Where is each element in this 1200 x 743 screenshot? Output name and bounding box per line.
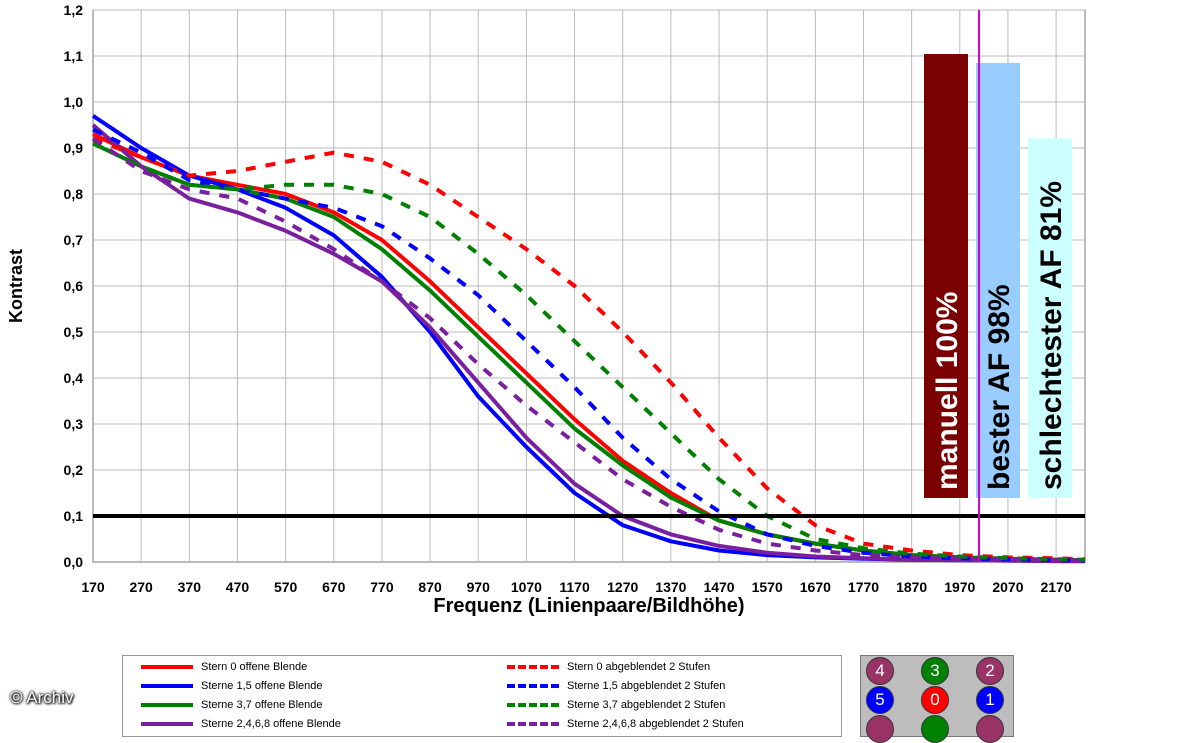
star-marker <box>921 715 949 743</box>
y-tick-label: 0,8 <box>64 186 84 202</box>
series-line <box>92 127 1086 563</box>
legend-swatch <box>141 703 193 707</box>
legend-swatch <box>507 722 559 726</box>
annotation-bar <box>976 62 1020 498</box>
legend-item: Sterne 1,5 offene Blende <box>141 677 323 695</box>
y-tick-label: 1,1 <box>64 48 84 64</box>
x-axis-ticks: 170 270 370 470 570 670 770 870 970 1070 1170 1270 1… <box>81 579 1072 595</box>
reference-lines <box>93 10 1085 562</box>
star-marker: 4 <box>866 657 894 685</box>
legend-item: Sterne 1,5 abgeblendet 2 Stufen <box>507 677 725 695</box>
x-tick-label: 1370 <box>655 579 686 595</box>
legend-swatch <box>507 684 559 688</box>
x-tick-label: 1870 <box>896 579 927 595</box>
y-tick-label: 0,4 <box>64 370 84 386</box>
x-tick-label: 1070 <box>511 579 542 595</box>
x-tick-label: 570 <box>274 579 298 595</box>
legend-label: Sterne 1,5 abgeblendet 2 Stufen <box>567 680 726 692</box>
x-tick-label: 170 <box>81 579 105 595</box>
y-tick-label: 0,7 <box>64 232 84 248</box>
annotation-bar <box>1028 138 1072 499</box>
x-tick-label: 2170 <box>1041 579 1072 595</box>
legend-swatch <box>507 703 559 707</box>
y-axis-label: Kontrast <box>6 249 26 323</box>
y-tick-label: 0,1 <box>64 508 84 524</box>
legend-swatch <box>141 722 193 726</box>
x-tick-label: 1670 <box>800 579 831 595</box>
contrast-frequency-chart: manuell 100% bester AF 98% schlechtester A… <box>6 2 1086 617</box>
star-marker: 1 <box>976 686 1004 714</box>
x-tick-label: 1970 <box>944 579 975 595</box>
x-tick-label: 1570 <box>752 579 783 595</box>
star-marker: 0 <box>921 686 949 714</box>
x-tick-label: 270 <box>129 579 153 595</box>
image-credit: © Archiv <box>10 688 74 707</box>
legend-swatch <box>141 665 193 669</box>
series-line <box>91 137 1086 563</box>
x-tick-label: 870 <box>418 579 442 595</box>
y-tick-label: 1,2 <box>64 2 84 18</box>
legend-swatch <box>141 684 193 688</box>
legend-item: Sterne 2,4,6,8 offene Blende <box>141 715 341 733</box>
star-marker: 2 <box>976 657 1004 685</box>
x-tick-label: 470 <box>226 579 250 595</box>
annotation-bar-label: manuell 100% <box>931 292 964 490</box>
star-marker <box>976 715 1004 743</box>
y-tick-label: 0,6 <box>64 278 84 294</box>
annotation-bar-label: schlechtester AF 81% <box>1035 181 1068 490</box>
y-tick-label: 0,9 <box>64 140 84 156</box>
legend-label: Stern 0 offene Blende <box>201 661 308 673</box>
legend-swatch <box>507 665 559 669</box>
star-marker <box>866 715 894 743</box>
legend-label: Sterne 1,5 offene Blende <box>201 680 323 692</box>
y-tick-label: 0,3 <box>64 416 84 432</box>
legend-item: Sterne 3,7 offene Blende <box>141 696 323 714</box>
annotation-bar <box>924 54 968 498</box>
y-tick-label: 1,0 <box>64 94 84 110</box>
x-tick-label: 770 <box>370 579 394 595</box>
series-line <box>92 136 1086 562</box>
star-marker: 5 <box>866 686 894 714</box>
y-tick-label: 0,2 <box>64 462 84 478</box>
legend-item: Sterne 3,7 abgeblendet 2 Stufen <box>507 696 725 714</box>
x-tick-label: 370 <box>178 579 202 595</box>
series-lines <box>91 114 1086 564</box>
x-axis-label: Frequenz (Linienpaare/Bildhöhe) <box>433 595 744 617</box>
x-tick-label: 670 <box>322 579 346 595</box>
legend-label: Stern 0 abgeblendet 2 Stufen <box>567 661 711 673</box>
y-axis-ticks: 0,0 0,1 0,2 0,3 0,4 0,5 0,6 0,7 0,8 0,9 1,0 1,1 1,2 <box>64 2 84 570</box>
x-tick-label: 1170 <box>559 579 590 595</box>
y-tick-label: 0,0 <box>64 554 84 570</box>
x-tick-label: 1270 <box>607 579 638 595</box>
x-tick-label: 1770 <box>848 579 879 595</box>
legend-label: Sterne 3,7 offene Blende <box>201 699 323 711</box>
y-tick-label: 0,5 <box>64 324 84 340</box>
legend-item: Stern 0 offene Blende <box>141 658 307 676</box>
annotation-bars: manuell 100% bester AF 98% schlechtester A… <box>924 54 1072 499</box>
x-tick-label: 2070 <box>992 579 1023 595</box>
legend-item: Sterne 2,4,6,8 abgeblendet 2 Stufen <box>507 715 744 733</box>
legend: Stern 0 offene Blende Sterne 1,5 offene B… <box>122 655 842 737</box>
legend-label: Sterne 3,7 abgeblendet 2 Stufen <box>567 699 726 711</box>
star-marker: 3 <box>921 657 949 685</box>
annotation-bar-label: bester AF 98% <box>983 284 1016 490</box>
x-tick-label: 970 <box>467 579 491 595</box>
legend-item: Stern 0 abgeblendet 2 Stufen <box>507 658 710 676</box>
x-tick-label: 1470 <box>703 579 734 595</box>
